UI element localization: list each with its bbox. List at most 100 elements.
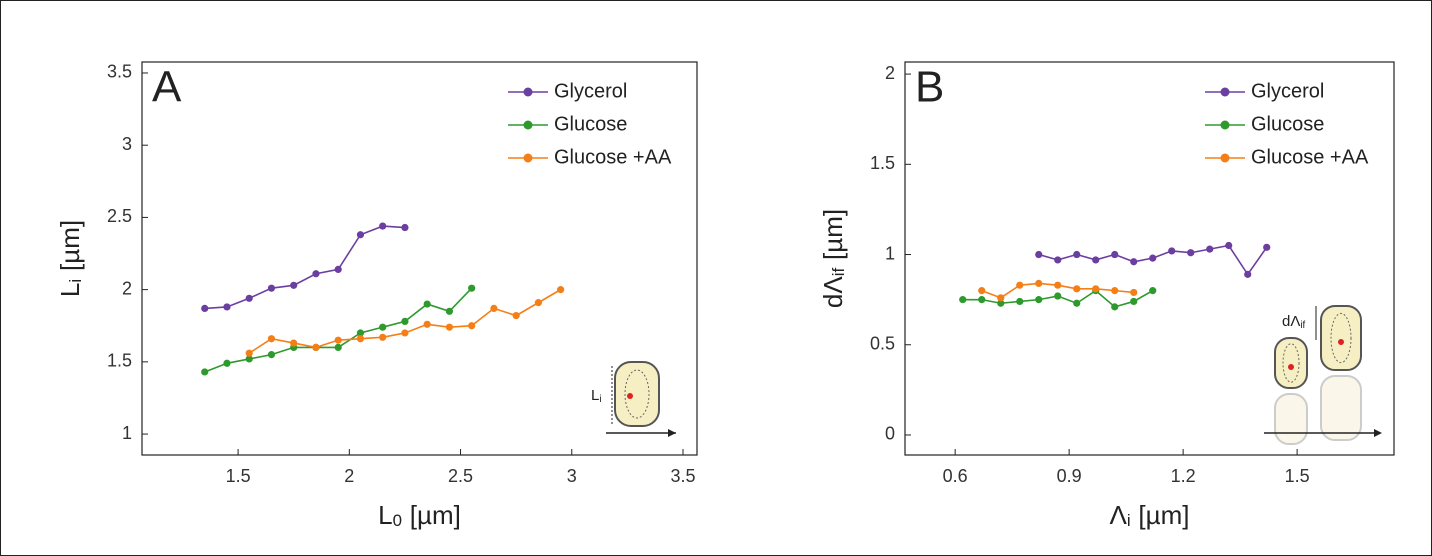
panel-letter: B xyxy=(915,63,944,112)
label-sub: if xyxy=(1300,320,1305,331)
point xyxy=(423,320,431,328)
point xyxy=(978,296,986,304)
y-tick-label: 0 xyxy=(885,424,895,444)
inset-arrowhead xyxy=(1374,429,1382,437)
inset-cell-faded xyxy=(1320,375,1362,441)
legend-marker xyxy=(523,120,533,130)
plot-frame xyxy=(141,61,698,456)
point xyxy=(401,317,409,326)
label: Li xyxy=(591,387,602,405)
inset-origin xyxy=(1338,339,1344,345)
inset-cell xyxy=(614,361,660,427)
label-main: L xyxy=(55,283,85,297)
point xyxy=(1111,303,1119,311)
y-tick-label: 1.5 xyxy=(870,153,895,173)
point xyxy=(201,368,209,376)
point xyxy=(379,323,387,331)
point xyxy=(1073,250,1081,259)
point xyxy=(1092,256,1100,264)
point xyxy=(1073,285,1081,293)
x-tick-label: 3 xyxy=(567,466,577,486)
inset-cell-faded xyxy=(1274,393,1308,445)
point xyxy=(1130,288,1138,297)
y-tick-label: 1 xyxy=(122,423,132,443)
label-unit: [µm] xyxy=(410,500,461,530)
legend-label: Glucose +AA xyxy=(554,146,672,168)
label-sub: i xyxy=(1127,512,1131,531)
label: dΛif [µm] xyxy=(818,209,849,308)
point xyxy=(356,231,365,239)
label: L0 [µm] xyxy=(378,500,461,531)
point xyxy=(1054,281,1062,289)
point xyxy=(1035,279,1043,288)
point xyxy=(1035,296,1043,304)
point xyxy=(356,335,365,343)
point xyxy=(401,329,409,337)
point xyxy=(1149,254,1157,262)
point xyxy=(1149,287,1157,295)
inset-nucleoid xyxy=(624,369,650,419)
y-tick-label: 3 xyxy=(122,134,132,154)
point xyxy=(1073,299,1081,307)
point xyxy=(379,333,387,341)
legend-label: Glycerol xyxy=(554,80,627,102)
label-main: L xyxy=(591,387,599,404)
point xyxy=(290,339,298,347)
inset-cell xyxy=(1320,305,1362,371)
label-sub: if xyxy=(830,268,849,277)
label-unit: [µm] xyxy=(818,209,848,260)
point xyxy=(1130,297,1138,306)
point xyxy=(1206,245,1214,253)
label-main: dΛ xyxy=(1282,313,1300,330)
y-tick-label: 0.5 xyxy=(870,334,895,354)
point xyxy=(534,299,542,307)
label-sub: 0 xyxy=(393,512,402,531)
point xyxy=(1187,249,1195,257)
y-tick-label: 1 xyxy=(885,243,895,263)
legend-label: Glucose xyxy=(1251,113,1324,135)
point xyxy=(468,322,476,330)
point xyxy=(959,296,967,304)
y-tick-label: 1.5 xyxy=(107,351,132,371)
inset-origin xyxy=(1288,364,1294,370)
point xyxy=(1016,297,1024,306)
point xyxy=(1244,270,1252,278)
point xyxy=(1016,281,1024,289)
x-tick-label: 1.2 xyxy=(1171,466,1196,486)
point xyxy=(997,299,1005,307)
point xyxy=(1111,287,1119,295)
label: Λi [µm] xyxy=(1109,500,1189,531)
point xyxy=(445,323,454,331)
point xyxy=(245,349,253,357)
label-sub: i xyxy=(67,279,86,283)
point xyxy=(356,329,365,337)
point xyxy=(334,343,342,351)
inset-cell xyxy=(1274,337,1308,389)
point xyxy=(557,286,565,294)
panel-letter: A xyxy=(152,63,182,112)
point xyxy=(1035,250,1043,259)
label-sub: i xyxy=(599,394,601,405)
point xyxy=(334,336,342,344)
legend-marker xyxy=(1220,120,1230,130)
point xyxy=(1168,247,1176,255)
x-tick-label: 0.6 xyxy=(943,466,968,486)
point xyxy=(978,287,986,295)
label-main: L xyxy=(378,500,392,530)
point xyxy=(1225,241,1233,250)
inset-arrowhead xyxy=(668,429,676,437)
x-tick-label: 1.5 xyxy=(1285,466,1310,486)
point xyxy=(290,281,298,289)
y-tick-label: 2 xyxy=(122,278,132,298)
legend-marker xyxy=(1220,153,1230,163)
inset-nucleoid xyxy=(1330,312,1352,364)
x-tick-label: 3.5 xyxy=(670,466,695,486)
label-main: Λ xyxy=(1109,500,1127,530)
point xyxy=(423,300,431,308)
point xyxy=(267,351,276,359)
legend-marker xyxy=(1220,87,1230,97)
point xyxy=(1054,256,1062,264)
label-unit: [µm] xyxy=(55,220,85,271)
